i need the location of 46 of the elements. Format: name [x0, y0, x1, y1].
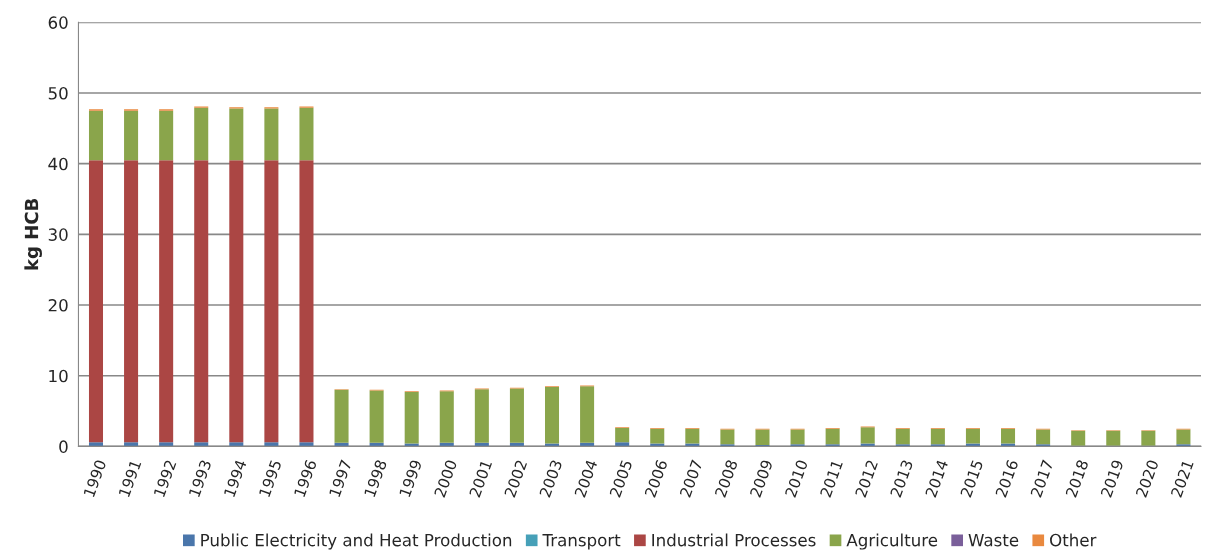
x-tick-label: 2016	[995, 459, 1019, 498]
x-tick-label: 1997	[328, 459, 352, 498]
x-tick-label: 2015	[960, 459, 984, 498]
x-tick-label: 2019	[1100, 459, 1124, 498]
x-tick-label: 2003	[539, 459, 563, 498]
x-tick-label: 2007	[679, 459, 703, 498]
x-tick-label: 2002	[503, 459, 528, 498]
x-tick-label: 1990	[83, 459, 107, 498]
x-tick-label: 2020	[1135, 459, 1159, 498]
legend-label: Public Electricity and Heat Production	[201, 533, 512, 550]
x-tick-label: 2017	[1030, 459, 1054, 498]
x-tick-label: 2013	[889, 459, 914, 498]
y-tick-label: 0	[59, 440, 68, 453]
x-tick-label: 1999	[398, 459, 423, 498]
legend-label: Waste	[968, 534, 1019, 547]
x-tick-label: 2005	[609, 459, 633, 498]
x-tick-label: 2009	[749, 459, 773, 498]
legend-label: Other	[1050, 533, 1097, 547]
x-tick-label: 1992	[153, 459, 177, 498]
x-tick-label: 2008	[714, 459, 738, 498]
x-tick-label: 2000	[433, 459, 458, 498]
x-tick-label: 2001	[468, 459, 493, 498]
x-tick-label: 2021	[1170, 459, 1194, 498]
y-tick-label: 20	[48, 299, 68, 312]
y-axis-title: kg HCB	[24, 198, 42, 270]
x-tick-label: 2012	[854, 459, 879, 498]
y-tick-label: 10	[49, 369, 68, 383]
x-tick-label: 2014	[924, 459, 949, 498]
x-tick-label: 2018	[1065, 459, 1089, 498]
legend-label: Industrial Processes	[652, 533, 816, 547]
y-tick-label: 60	[48, 16, 68, 29]
x-tick-label: 2011	[819, 459, 843, 498]
x-tick-label: 2006	[644, 459, 668, 498]
y-tick-label: 30	[48, 228, 68, 241]
x-tick-label: 2004	[574, 459, 598, 498]
x-tick-label: 1998	[363, 459, 388, 498]
x-tick-label: 1995	[258, 459, 282, 498]
legend-label: Transport	[542, 534, 621, 550]
legend-label: Agriculture	[846, 533, 938, 550]
x-tick-label: 2010	[784, 459, 809, 498]
x-tick-label: 1994	[223, 459, 247, 498]
y-tick-label: 50	[48, 86, 68, 100]
x-tick-label: 1996	[293, 459, 317, 498]
y-tick-label: 40	[48, 157, 68, 171]
x-tick-label: 1991	[118, 459, 142, 498]
x-tick-label: 1993	[188, 459, 212, 498]
